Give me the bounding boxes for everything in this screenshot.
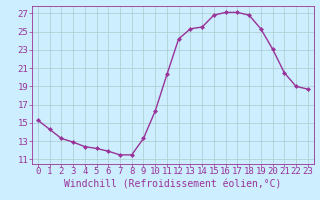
X-axis label: Windchill (Refroidissement éolien,°C): Windchill (Refroidissement éolien,°C) bbox=[64, 179, 282, 189]
